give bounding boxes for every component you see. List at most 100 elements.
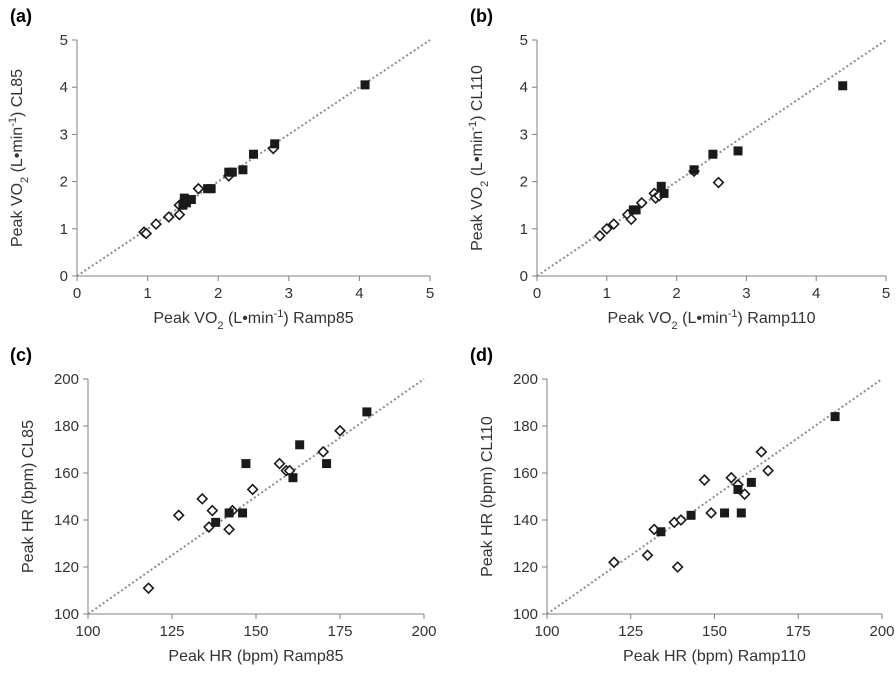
x-tick-label: 3 (285, 285, 293, 302)
y-tick-label: 3 (520, 126, 528, 143)
panel-label: (c) (10, 345, 32, 365)
y-axis-label: Peak HR (bpm) CL110 (479, 416, 496, 577)
panel-a: (a) 0 1 2 3 4 5 0 1 2 3 4 5 Peak VO2 (L•min-1) Ramp85… (7, 6, 434, 332)
data-point-diamond (608, 556, 620, 569)
y-tick-label: 5 (60, 32, 68, 49)
x-tick-label: 2 (672, 285, 680, 302)
y-tick-label: 4 (60, 79, 68, 96)
data-point-square (211, 517, 221, 527)
y-tick-label: 1 (520, 221, 528, 238)
data-point-diamond (607, 218, 620, 231)
data-point-diamond (725, 471, 738, 484)
data-point-square (224, 508, 234, 518)
data-point-square (708, 149, 718, 159)
data-point-diamond (140, 227, 153, 240)
data-point-diamond (762, 464, 775, 477)
x-tick-label: 0 (73, 285, 81, 302)
x-tick-label: 1 (143, 285, 151, 302)
data-point-diamond (173, 208, 186, 221)
data-point-square (322, 459, 332, 469)
data-point-diamond (593, 229, 606, 242)
data-point-square (288, 473, 298, 483)
data-point-diamond (150, 218, 163, 231)
data-point-square (241, 459, 251, 469)
x-tick-label: 100 (75, 623, 100, 640)
y-tick-label: 0 (520, 268, 528, 285)
x-tick-label: 150 (243, 623, 268, 640)
identity-line (546, 378, 883, 615)
data-point-diamond (206, 504, 219, 517)
x-tick-label: 1 (603, 285, 611, 302)
x-tick-label: 2 (214, 285, 222, 302)
data-point-diamond (698, 474, 711, 486)
data-point-square (830, 412, 840, 422)
panel-b: (b) 0 1 2 3 4 5 0 1 2 3 4 5 Peak VO2 (L•min-1) Ramp11… (467, 6, 890, 332)
data-point-square (631, 205, 641, 215)
x-tick-label: 125 (159, 623, 184, 640)
x-tick-label: 4 (355, 285, 363, 302)
data-point-diamond (192, 182, 205, 195)
data-point-square (295, 440, 305, 450)
x-tick-label: 200 (869, 623, 894, 640)
data-point-diamond (196, 492, 209, 505)
data-point-square (689, 165, 699, 175)
x-tick-label: 5 (882, 285, 890, 302)
data-point-diamond (712, 176, 725, 189)
panel-d: (d) 100 125 150 175 200 100 120 140 160 180 200 Peak… (470, 345, 895, 665)
data-point-square (206, 184, 216, 194)
y-tick-label: 5 (520, 32, 528, 49)
data-point-diamond (705, 507, 718, 519)
y-tick-label: 120 (54, 559, 79, 576)
x-axis-label: Peak HR (bpm) Ramp85 (168, 648, 343, 665)
x-axis-label: Peak VO2 (L•min-1) Ramp110 (608, 308, 816, 332)
data-point-square (179, 193, 189, 203)
data-point-diamond (675, 514, 687, 526)
data-point-diamond (600, 222, 613, 235)
panel-label: (a) (10, 6, 32, 26)
data-point-square (360, 80, 370, 90)
y-tick-label: 4 (520, 79, 528, 96)
x-tick-label: 3 (742, 285, 750, 302)
y-tick-label: 2 (60, 174, 68, 191)
panel-label: (b) (470, 6, 493, 26)
data-point-diamond (223, 523, 236, 536)
data-point-diamond (273, 457, 286, 470)
x-tick-label: 150 (702, 623, 727, 640)
data-point-square (249, 149, 258, 159)
data-point-diamond (162, 211, 175, 223)
x-axis-label: Peak HR (bpm) Ramp110 (623, 648, 806, 665)
data-point-square (686, 510, 696, 520)
data-point-diamond (755, 445, 768, 458)
y-axis-label: Peak VO2 (L•min-1) CL85 (7, 69, 31, 247)
identity-line (536, 39, 887, 277)
data-point-square (186, 195, 196, 205)
data-point-square (270, 139, 280, 149)
data-point-square (656, 181, 666, 191)
y-tick-label: 180 (54, 418, 79, 435)
x-tick-label: 175 (327, 623, 352, 640)
data-point-square (656, 527, 666, 537)
y-axis-label: Peak VO2 (L•min-1) CL110 (467, 65, 491, 251)
data-point-diamond (172, 509, 185, 522)
x-tick-label: 175 (786, 623, 811, 640)
data-point-square (659, 188, 669, 198)
data-point-square (838, 81, 848, 91)
identity-line (87, 378, 425, 615)
x-tick-label: 200 (411, 623, 436, 640)
y-tick-label: 120 (513, 559, 538, 576)
panel-c: (c) 100 125 150 175 200 100 120 140 160 180 200 Peak… (10, 345, 437, 665)
data-point-diamond (334, 424, 346, 437)
data-point-diamond (142, 582, 155, 595)
data-point-square (362, 407, 372, 417)
y-tick-label: 1 (60, 221, 68, 238)
y-tick-label: 140 (513, 512, 538, 529)
data-point-square (746, 477, 756, 487)
data-point-square (733, 146, 743, 156)
data-point-diamond (317, 445, 330, 458)
data-point-diamond (671, 561, 684, 573)
y-tick-label: 180 (513, 418, 538, 435)
y-axis-label: Peak HR (bpm) CL85 (20, 420, 37, 573)
x-tick-label: 5 (426, 285, 434, 302)
